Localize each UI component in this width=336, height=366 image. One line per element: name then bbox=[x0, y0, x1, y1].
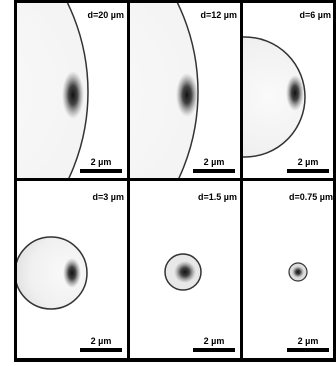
cell-image bbox=[165, 254, 201, 290]
cell-image bbox=[15, 237, 87, 309]
scale-label: 2 µm bbox=[204, 157, 225, 167]
scale-label: 2 µm bbox=[91, 336, 112, 346]
panel-label: d=20 µm bbox=[88, 10, 124, 20]
panel-label: d=6 µm bbox=[300, 10, 331, 20]
panel-label: d=1.5 µm bbox=[198, 192, 237, 202]
scale-label: 2 µm bbox=[298, 336, 319, 346]
scale-label: 2 µm bbox=[298, 157, 319, 167]
panel-label: d=12 µm bbox=[201, 10, 237, 20]
scale-label: 2 µm bbox=[91, 157, 112, 167]
panel-label: d=3 µm bbox=[93, 192, 124, 202]
cell-image bbox=[289, 263, 307, 281]
figure: d=20 µm d=12 µm d=6 µm d=3 µm d=1.5 µm d… bbox=[0, 0, 336, 366]
scale-label: 2 µm bbox=[204, 336, 225, 346]
panel-label: d=0.75 µm bbox=[289, 192, 333, 202]
